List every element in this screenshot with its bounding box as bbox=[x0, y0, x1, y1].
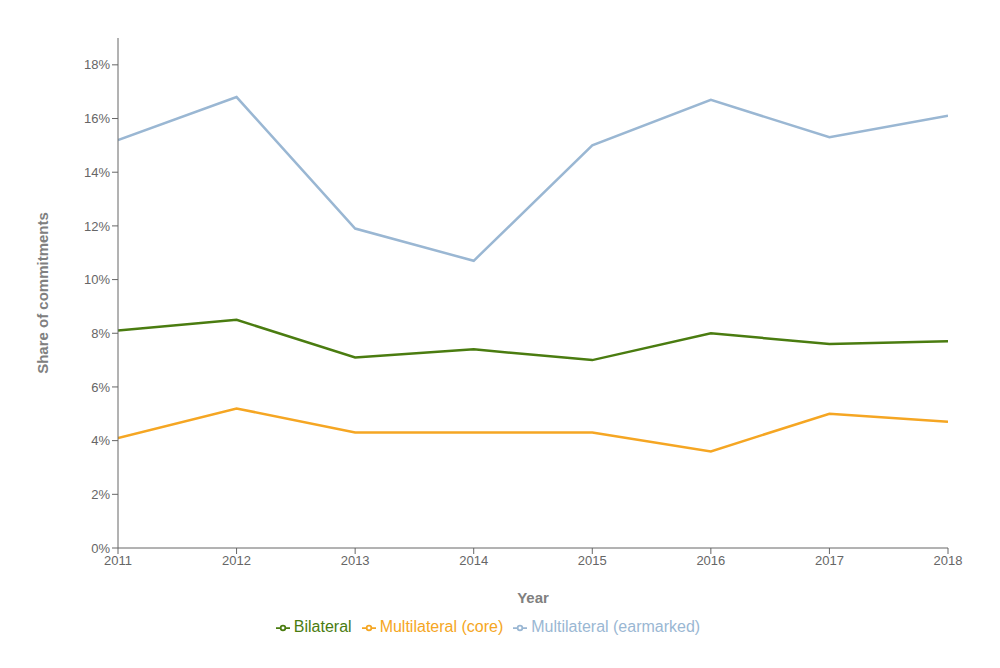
svg-text:4%: 4% bbox=[91, 433, 110, 448]
svg-text:2011: 2011 bbox=[104, 553, 132, 569]
svg-text:6%: 6% bbox=[91, 380, 110, 395]
svg-text:0%: 0% bbox=[91, 541, 110, 556]
svg-text:2014: 2014 bbox=[459, 553, 488, 568]
svg-text:Year: Year bbox=[517, 589, 549, 606]
svg-text:2017: 2017 bbox=[815, 553, 844, 568]
html-text:Multilateral (core): Multilateral (core) bbox=[379, 618, 504, 635]
svg-text:18%: 18% bbox=[84, 57, 110, 72]
svg-text:2016: 2016 bbox=[696, 553, 725, 568]
svg-text:2015: 2015 bbox=[578, 553, 607, 568]
svg-text:2013: 2013 bbox=[341, 553, 370, 568]
svg-text:10%: 10% bbox=[84, 272, 110, 287]
svg-text:16%: 16% bbox=[84, 111, 110, 126]
svg-text:2%: 2% bbox=[91, 487, 110, 502]
svg-text:8%: 8% bbox=[91, 326, 110, 341]
svg-text:12%: 12% bbox=[84, 219, 110, 234]
svg-text:2012: 2012 bbox=[222, 553, 251, 568]
svg-text:14%: 14% bbox=[84, 165, 110, 180]
html-text:Multilateral (earmarked): Multilateral (earmarked) bbox=[531, 618, 701, 635]
svg-text:2018: 2018 bbox=[934, 553, 963, 568]
svg-text:Share of commitments: Share of commitments bbox=[34, 212, 51, 374]
html-text:Bilateral: Bilateral bbox=[293, 618, 352, 635]
